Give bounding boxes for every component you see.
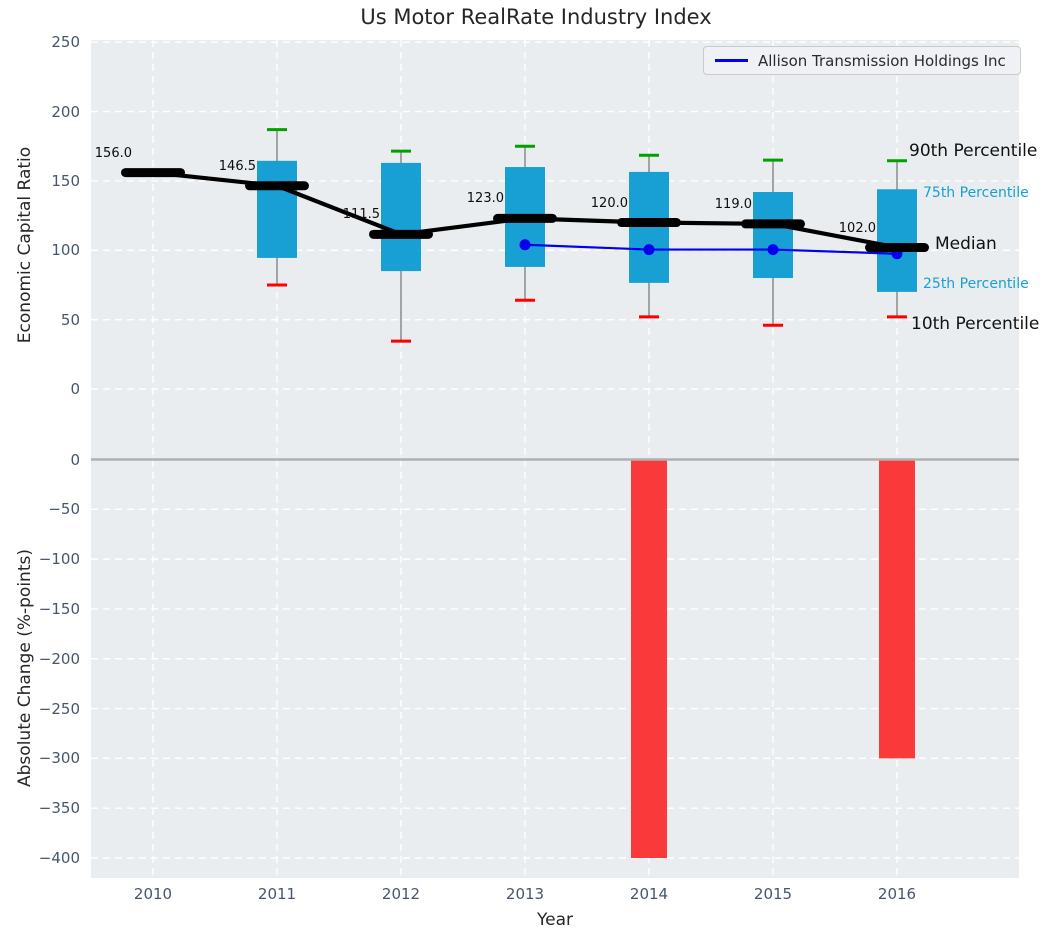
y-tick-label-bottom--350: −350 xyxy=(38,799,80,818)
median-value-label-2013: 123.0 xyxy=(466,191,504,207)
y-tick-label-top-50: 50 xyxy=(60,310,80,329)
annotation-25th-percentile: 25th Percentile xyxy=(923,276,1029,292)
legend-line-swatch xyxy=(715,59,748,62)
annotation-10th-percentile: 10th Percentile xyxy=(911,314,1040,334)
annotation-90th-percentile: 90th Percentile xyxy=(909,141,1038,161)
y-tick-label-bottom--200: −200 xyxy=(38,649,80,668)
median-value-label-2015: 119.0 xyxy=(714,196,752,212)
box-2014 xyxy=(629,171,669,283)
y-tick-label-bottom--100: −100 xyxy=(38,550,80,569)
bar-2014 xyxy=(631,460,667,858)
chart-title: Us Motor RealRate Industry Index xyxy=(360,5,712,29)
y-tick-label-bottom-0: 0 xyxy=(70,450,80,469)
legend: Allison Transmission Holdings Inc xyxy=(703,46,1021,75)
y-tick-label-top-0: 0 xyxy=(70,380,80,398)
y-tick-label-top-100: 100 xyxy=(51,241,80,260)
annotation-median: Median xyxy=(935,234,997,254)
y-tick-label-bottom--400: −400 xyxy=(38,849,80,867)
x-tick-label-2015: 2015 xyxy=(753,885,793,903)
y-tick-label-bottom--300: −300 xyxy=(38,749,80,768)
company-point-2015 xyxy=(767,244,779,256)
x-tick-label-2011: 2011 xyxy=(257,885,297,903)
annotation-75th-percentile: 75th Percentile xyxy=(923,185,1029,201)
box-2016 xyxy=(877,189,917,292)
y-tick-label-top-200: 200 xyxy=(51,102,80,121)
median-value-label-2011: 146.5 xyxy=(218,158,256,174)
y-tick-label-bottom--150: −150 xyxy=(38,599,80,618)
company-point-2013 xyxy=(519,239,531,251)
x-tick-label-2013: 2013 xyxy=(505,885,545,903)
y-tick-label-bottom--50: −50 xyxy=(48,500,80,519)
company-line xyxy=(524,243,898,255)
median-value-label-2010: 156.0 xyxy=(94,145,132,161)
x-tick-label-2012: 2012 xyxy=(381,885,421,903)
x-tick-label-2010: 2010 xyxy=(133,885,173,903)
y-tick-label-top-250: 250 xyxy=(51,33,80,52)
x-axis-label: Year xyxy=(537,910,573,930)
y-tick-label-top-150: 150 xyxy=(51,171,80,190)
median-value-label-2014: 120.0 xyxy=(590,195,628,211)
median-value-label-2012: 111.5 xyxy=(342,207,380,223)
legend-label: Allison Transmission Holdings Inc xyxy=(758,51,1006,70)
median-value-label-2016: 102.0 xyxy=(838,220,876,236)
bar-2016 xyxy=(879,460,915,759)
x-tick-label-2016: 2016 xyxy=(877,885,917,903)
box-2011 xyxy=(257,160,297,258)
box-2012 xyxy=(381,162,421,272)
company-point-2014 xyxy=(643,244,655,256)
y-tick-label-bottom--250: −250 xyxy=(38,699,80,718)
x-tick-label-2014: 2014 xyxy=(629,885,669,903)
box-2015 xyxy=(753,192,793,279)
